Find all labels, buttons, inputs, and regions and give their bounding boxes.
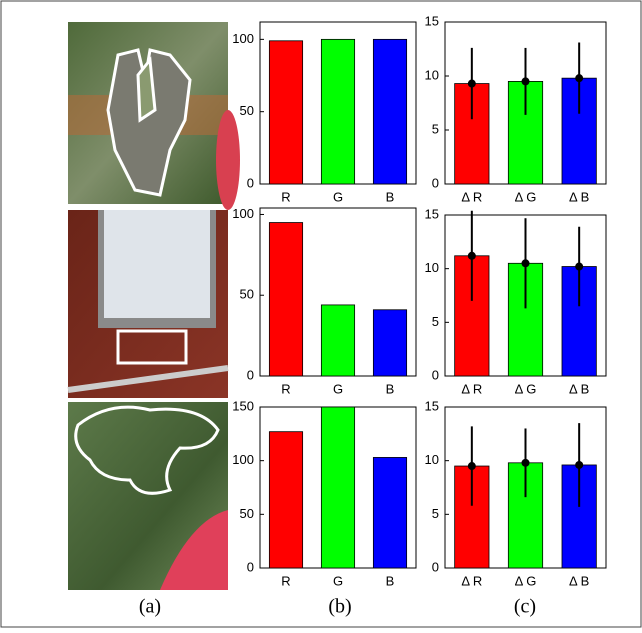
mean-dot bbox=[575, 460, 584, 469]
bar bbox=[268, 222, 304, 377]
x-tick-label: R bbox=[281, 381, 290, 396]
y-tick-label: 0 bbox=[247, 559, 254, 574]
y-tick-label: 10 bbox=[425, 67, 439, 82]
mean-dot bbox=[575, 74, 584, 83]
photo-2 bbox=[67, 210, 229, 398]
y-tick-label: 0 bbox=[247, 367, 254, 382]
y-tick-label: 100 bbox=[232, 206, 254, 221]
mean-dot bbox=[467, 79, 476, 88]
x-tick-label: Δ G bbox=[515, 189, 537, 204]
panel-label: (c) bbox=[514, 596, 536, 618]
y-tick-label: 15 bbox=[425, 13, 439, 28]
y-tick-label: 5 bbox=[432, 121, 439, 136]
bar bbox=[507, 262, 544, 377]
x-tick-label: B bbox=[386, 573, 395, 588]
y-tick-label: 0 bbox=[247, 175, 254, 190]
y-tick-label: 10 bbox=[425, 260, 439, 275]
mean-dot bbox=[467, 251, 476, 260]
x-tick-label: Δ R bbox=[461, 573, 482, 588]
bar bbox=[372, 309, 408, 377]
photo-1 bbox=[68, 22, 240, 210]
y-tick-label: 0 bbox=[432, 367, 439, 382]
x-tick-label: B bbox=[386, 189, 395, 204]
mean-dot bbox=[521, 77, 530, 86]
y-tick-label: 50 bbox=[240, 103, 254, 118]
x-tick-label: Δ G bbox=[515, 573, 537, 588]
x-tick-label: B bbox=[386, 381, 395, 396]
x-tick-label: R bbox=[281, 573, 290, 588]
x-tick-label: Δ B bbox=[569, 189, 589, 204]
panel-label: (a) bbox=[139, 596, 161, 618]
mean-dot bbox=[521, 458, 530, 467]
bar bbox=[268, 40, 304, 185]
y-tick-label: 5 bbox=[432, 506, 439, 521]
y-tick-label: 150 bbox=[232, 398, 254, 413]
mean-dot bbox=[575, 262, 584, 271]
x-tick-label: R bbox=[281, 189, 290, 204]
x-tick-label: Δ G bbox=[515, 381, 537, 396]
y-tick-label: 0 bbox=[432, 175, 439, 190]
x-tick-label: Δ R bbox=[461, 189, 482, 204]
y-tick-label: 15 bbox=[425, 398, 439, 413]
panel-label: (b) bbox=[328, 596, 351, 618]
y-tick-label: 15 bbox=[425, 206, 439, 221]
x-tick-label: Δ B bbox=[569, 381, 589, 396]
x-tick-label: G bbox=[333, 381, 343, 396]
y-tick-label: 0 bbox=[432, 559, 439, 574]
y-tick-label: 100 bbox=[232, 452, 254, 467]
y-tick-label: 100 bbox=[232, 31, 254, 46]
bar bbox=[372, 457, 408, 569]
mean-dot bbox=[521, 259, 530, 268]
bar bbox=[372, 38, 408, 185]
x-tick-label: Δ B bbox=[569, 573, 589, 588]
x-tick-label: G bbox=[333, 573, 343, 588]
y-tick-label: 50 bbox=[240, 506, 254, 521]
y-tick-label: 5 bbox=[432, 314, 439, 329]
photo-3 bbox=[68, 402, 228, 590]
bar bbox=[320, 38, 356, 185]
y-tick-label: 10 bbox=[425, 452, 439, 467]
bar bbox=[268, 431, 304, 569]
mean-dot bbox=[467, 462, 476, 471]
y-tick-label: 50 bbox=[240, 287, 254, 302]
x-tick-label: G bbox=[333, 189, 343, 204]
bar bbox=[320, 304, 356, 377]
x-tick-label: Δ R bbox=[461, 381, 482, 396]
bar bbox=[320, 406, 356, 569]
